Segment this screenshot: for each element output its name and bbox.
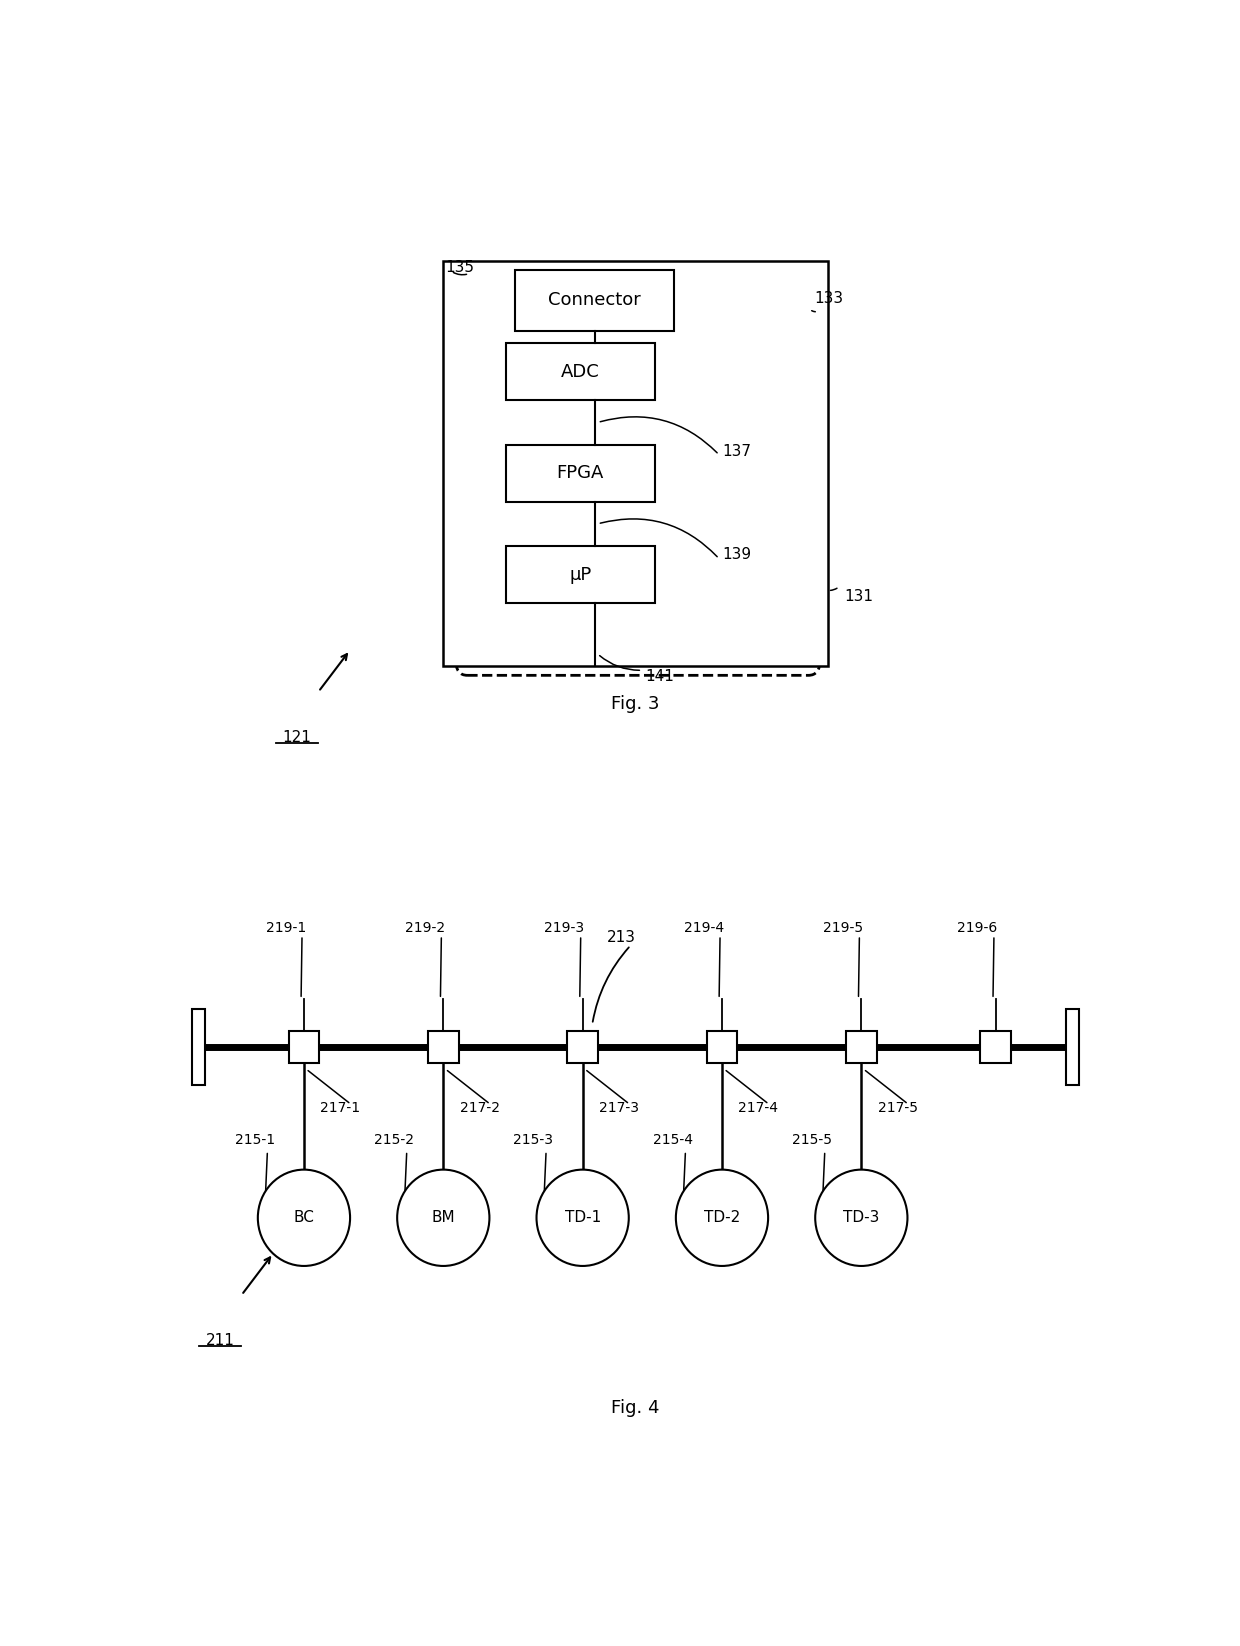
- Text: ADC: ADC: [560, 362, 600, 380]
- Ellipse shape: [258, 1170, 350, 1266]
- Text: BC: BC: [294, 1210, 315, 1225]
- Text: TD-1: TD-1: [564, 1210, 600, 1225]
- Ellipse shape: [815, 1170, 908, 1266]
- Text: TD-3: TD-3: [843, 1210, 879, 1225]
- Bar: [506, 344, 655, 400]
- Bar: [191, 1009, 205, 1085]
- Bar: [707, 1030, 738, 1063]
- Text: FPGA: FPGA: [557, 464, 604, 482]
- Text: 131: 131: [844, 589, 873, 604]
- Text: 219-1: 219-1: [265, 922, 306, 935]
- Ellipse shape: [676, 1170, 768, 1266]
- Text: 219-6: 219-6: [957, 922, 998, 935]
- Text: 139: 139: [722, 548, 751, 563]
- Bar: [428, 1030, 459, 1063]
- Text: 219-2: 219-2: [404, 922, 445, 935]
- Text: 137: 137: [722, 443, 751, 459]
- Text: 219-3: 219-3: [544, 922, 584, 935]
- Text: 133: 133: [815, 291, 843, 306]
- Text: 217-5: 217-5: [878, 1101, 918, 1114]
- Text: 219-5: 219-5: [823, 922, 863, 935]
- Text: 135: 135: [445, 260, 474, 275]
- Text: 215-5: 215-5: [792, 1132, 832, 1147]
- Text: 121: 121: [283, 729, 311, 746]
- FancyBboxPatch shape: [456, 334, 820, 675]
- Text: Connector: Connector: [548, 291, 641, 309]
- Text: Fig. 3: Fig. 3: [611, 696, 660, 713]
- Bar: [506, 546, 655, 602]
- Text: 215-3: 215-3: [513, 1132, 553, 1147]
- Text: 217-3: 217-3: [599, 1101, 639, 1114]
- Text: BM: BM: [432, 1210, 455, 1225]
- Bar: [846, 1030, 877, 1063]
- Text: Fig. 4: Fig. 4: [611, 1399, 660, 1417]
- Text: TD-2: TD-2: [704, 1210, 740, 1225]
- Text: 211: 211: [206, 1333, 234, 1348]
- Bar: [516, 270, 675, 331]
- Ellipse shape: [397, 1170, 490, 1266]
- Ellipse shape: [537, 1170, 629, 1266]
- Text: 217-1: 217-1: [320, 1101, 361, 1114]
- Text: 215-1: 215-1: [234, 1132, 275, 1147]
- Bar: [1066, 1009, 1080, 1085]
- Text: 215-4: 215-4: [652, 1132, 693, 1147]
- Text: 213: 213: [606, 930, 636, 945]
- Text: 219-4: 219-4: [683, 922, 724, 935]
- Text: 217-4: 217-4: [738, 1101, 779, 1114]
- Text: μP: μP: [569, 566, 591, 584]
- Bar: [567, 1030, 598, 1063]
- Bar: [289, 1030, 320, 1063]
- Bar: [506, 444, 655, 502]
- Text: 215-2: 215-2: [374, 1132, 414, 1147]
- Bar: [981, 1030, 1012, 1063]
- Text: 217-2: 217-2: [460, 1101, 500, 1114]
- Bar: [444, 262, 828, 667]
- Text: 141: 141: [645, 670, 675, 685]
